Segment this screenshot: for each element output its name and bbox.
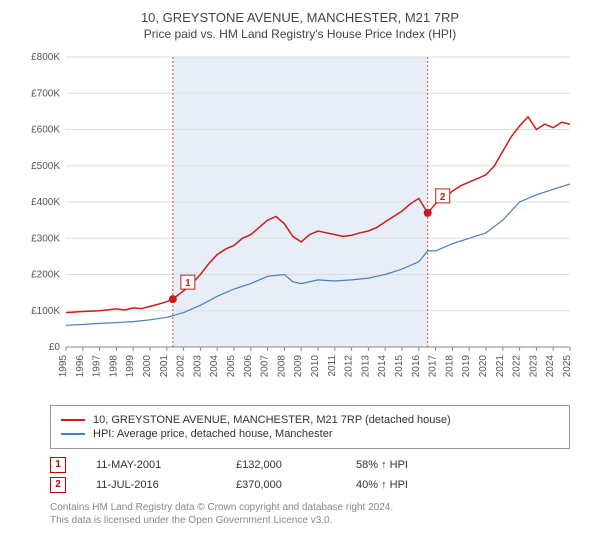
svg-text:2017: 2017 [428, 355, 439, 378]
svg-text:2000: 2000 [142, 355, 153, 378]
svg-text:£200K: £200K [31, 270, 60, 281]
svg-text:1: 1 [185, 278, 191, 289]
sale-date: 11-MAY-2001 [96, 459, 206, 471]
svg-text:2016: 2016 [411, 355, 422, 378]
svg-text:2025: 2025 [562, 355, 573, 378]
svg-text:2020: 2020 [478, 355, 489, 378]
sale-row: 1 11-MAY-2001 £132,000 58% ↑ HPI [50, 457, 570, 473]
footnote-line: Contains HM Land Registry data © Crown c… [50, 501, 570, 514]
sale-row: 2 11-JUL-2016 £370,000 40% ↑ HPI [50, 477, 570, 493]
price-chart: £0 £100K £200K £300K £400K £500K £600K £700K £80… [20, 47, 580, 397]
sale-marker-id: 2 [50, 477, 66, 493]
svg-text:£400K: £400K [31, 197, 60, 208]
svg-text:£800K: £800K [31, 52, 60, 63]
legend-label: HPI: Average price, detached house, Manc… [93, 428, 333, 440]
footnote: Contains HM Land Registry data © Crown c… [50, 501, 570, 527]
svg-text:2001: 2001 [159, 355, 170, 378]
legend: 10, GREYSTONE AVENUE, MANCHESTER, M21 7R… [50, 405, 570, 449]
legend-swatch [61, 419, 85, 421]
sale-date: 11-JUL-2016 [96, 479, 206, 491]
svg-text:2014: 2014 [377, 355, 388, 378]
chart-title: 10, GREYSTONE AVENUE, MANCHESTER, M21 7R… [10, 10, 590, 25]
svg-text:1997: 1997 [92, 355, 103, 378]
svg-text:1998: 1998 [108, 355, 119, 378]
svg-text:2004: 2004 [209, 355, 220, 378]
svg-text:2024: 2024 [545, 355, 556, 378]
svg-text:2010: 2010 [310, 355, 321, 378]
legend-swatch [61, 433, 85, 435]
legend-row: HPI: Average price, detached house, Manc… [61, 428, 559, 440]
svg-text:2013: 2013 [360, 355, 371, 378]
svg-text:2023: 2023 [528, 355, 539, 378]
svg-text:1995: 1995 [58, 355, 69, 378]
svg-text:2019: 2019 [461, 355, 472, 378]
svg-text:£700K: £700K [31, 88, 60, 99]
sale-diff: 40% ↑ HPI [356, 479, 476, 491]
svg-text:2012: 2012 [344, 355, 355, 378]
svg-text:2007: 2007 [260, 355, 271, 378]
svg-text:2: 2 [440, 192, 446, 203]
sale-price: £132,000 [236, 459, 326, 471]
svg-text:2011: 2011 [327, 355, 338, 377]
svg-text:2018: 2018 [444, 355, 455, 378]
svg-text:2015: 2015 [394, 355, 405, 378]
svg-text:2006: 2006 [243, 355, 254, 378]
svg-text:£0: £0 [49, 342, 61, 353]
legend-label: 10, GREYSTONE AVENUE, MANCHESTER, M21 7R… [93, 414, 451, 426]
svg-text:£500K: £500K [31, 161, 60, 172]
svg-text:1999: 1999 [125, 355, 136, 378]
svg-text:£100K: £100K [31, 306, 60, 317]
sale-marker-id: 1 [50, 457, 66, 473]
footnote-line: This data is licensed under the Open Gov… [50, 514, 570, 527]
svg-text:£300K: £300K [31, 233, 60, 244]
svg-text:£600K: £600K [31, 125, 60, 136]
svg-text:2002: 2002 [176, 355, 187, 378]
svg-text:2022: 2022 [512, 355, 523, 378]
chart-subtitle: Price paid vs. HM Land Registry's House … [10, 27, 590, 41]
legend-row: 10, GREYSTONE AVENUE, MANCHESTER, M21 7R… [61, 414, 559, 426]
sales-table: 1 11-MAY-2001 £132,000 58% ↑ HPI 2 11-JUL-201… [50, 457, 570, 493]
svg-text:2003: 2003 [192, 355, 203, 378]
sale-diff: 58% ↑ HPI [356, 459, 476, 471]
svg-text:2008: 2008 [276, 355, 287, 378]
sale-price: £370,000 [236, 479, 326, 491]
svg-text:1996: 1996 [75, 355, 86, 378]
svg-text:2009: 2009 [293, 355, 304, 378]
svg-text:2005: 2005 [226, 355, 237, 378]
svg-text:2021: 2021 [495, 355, 506, 378]
